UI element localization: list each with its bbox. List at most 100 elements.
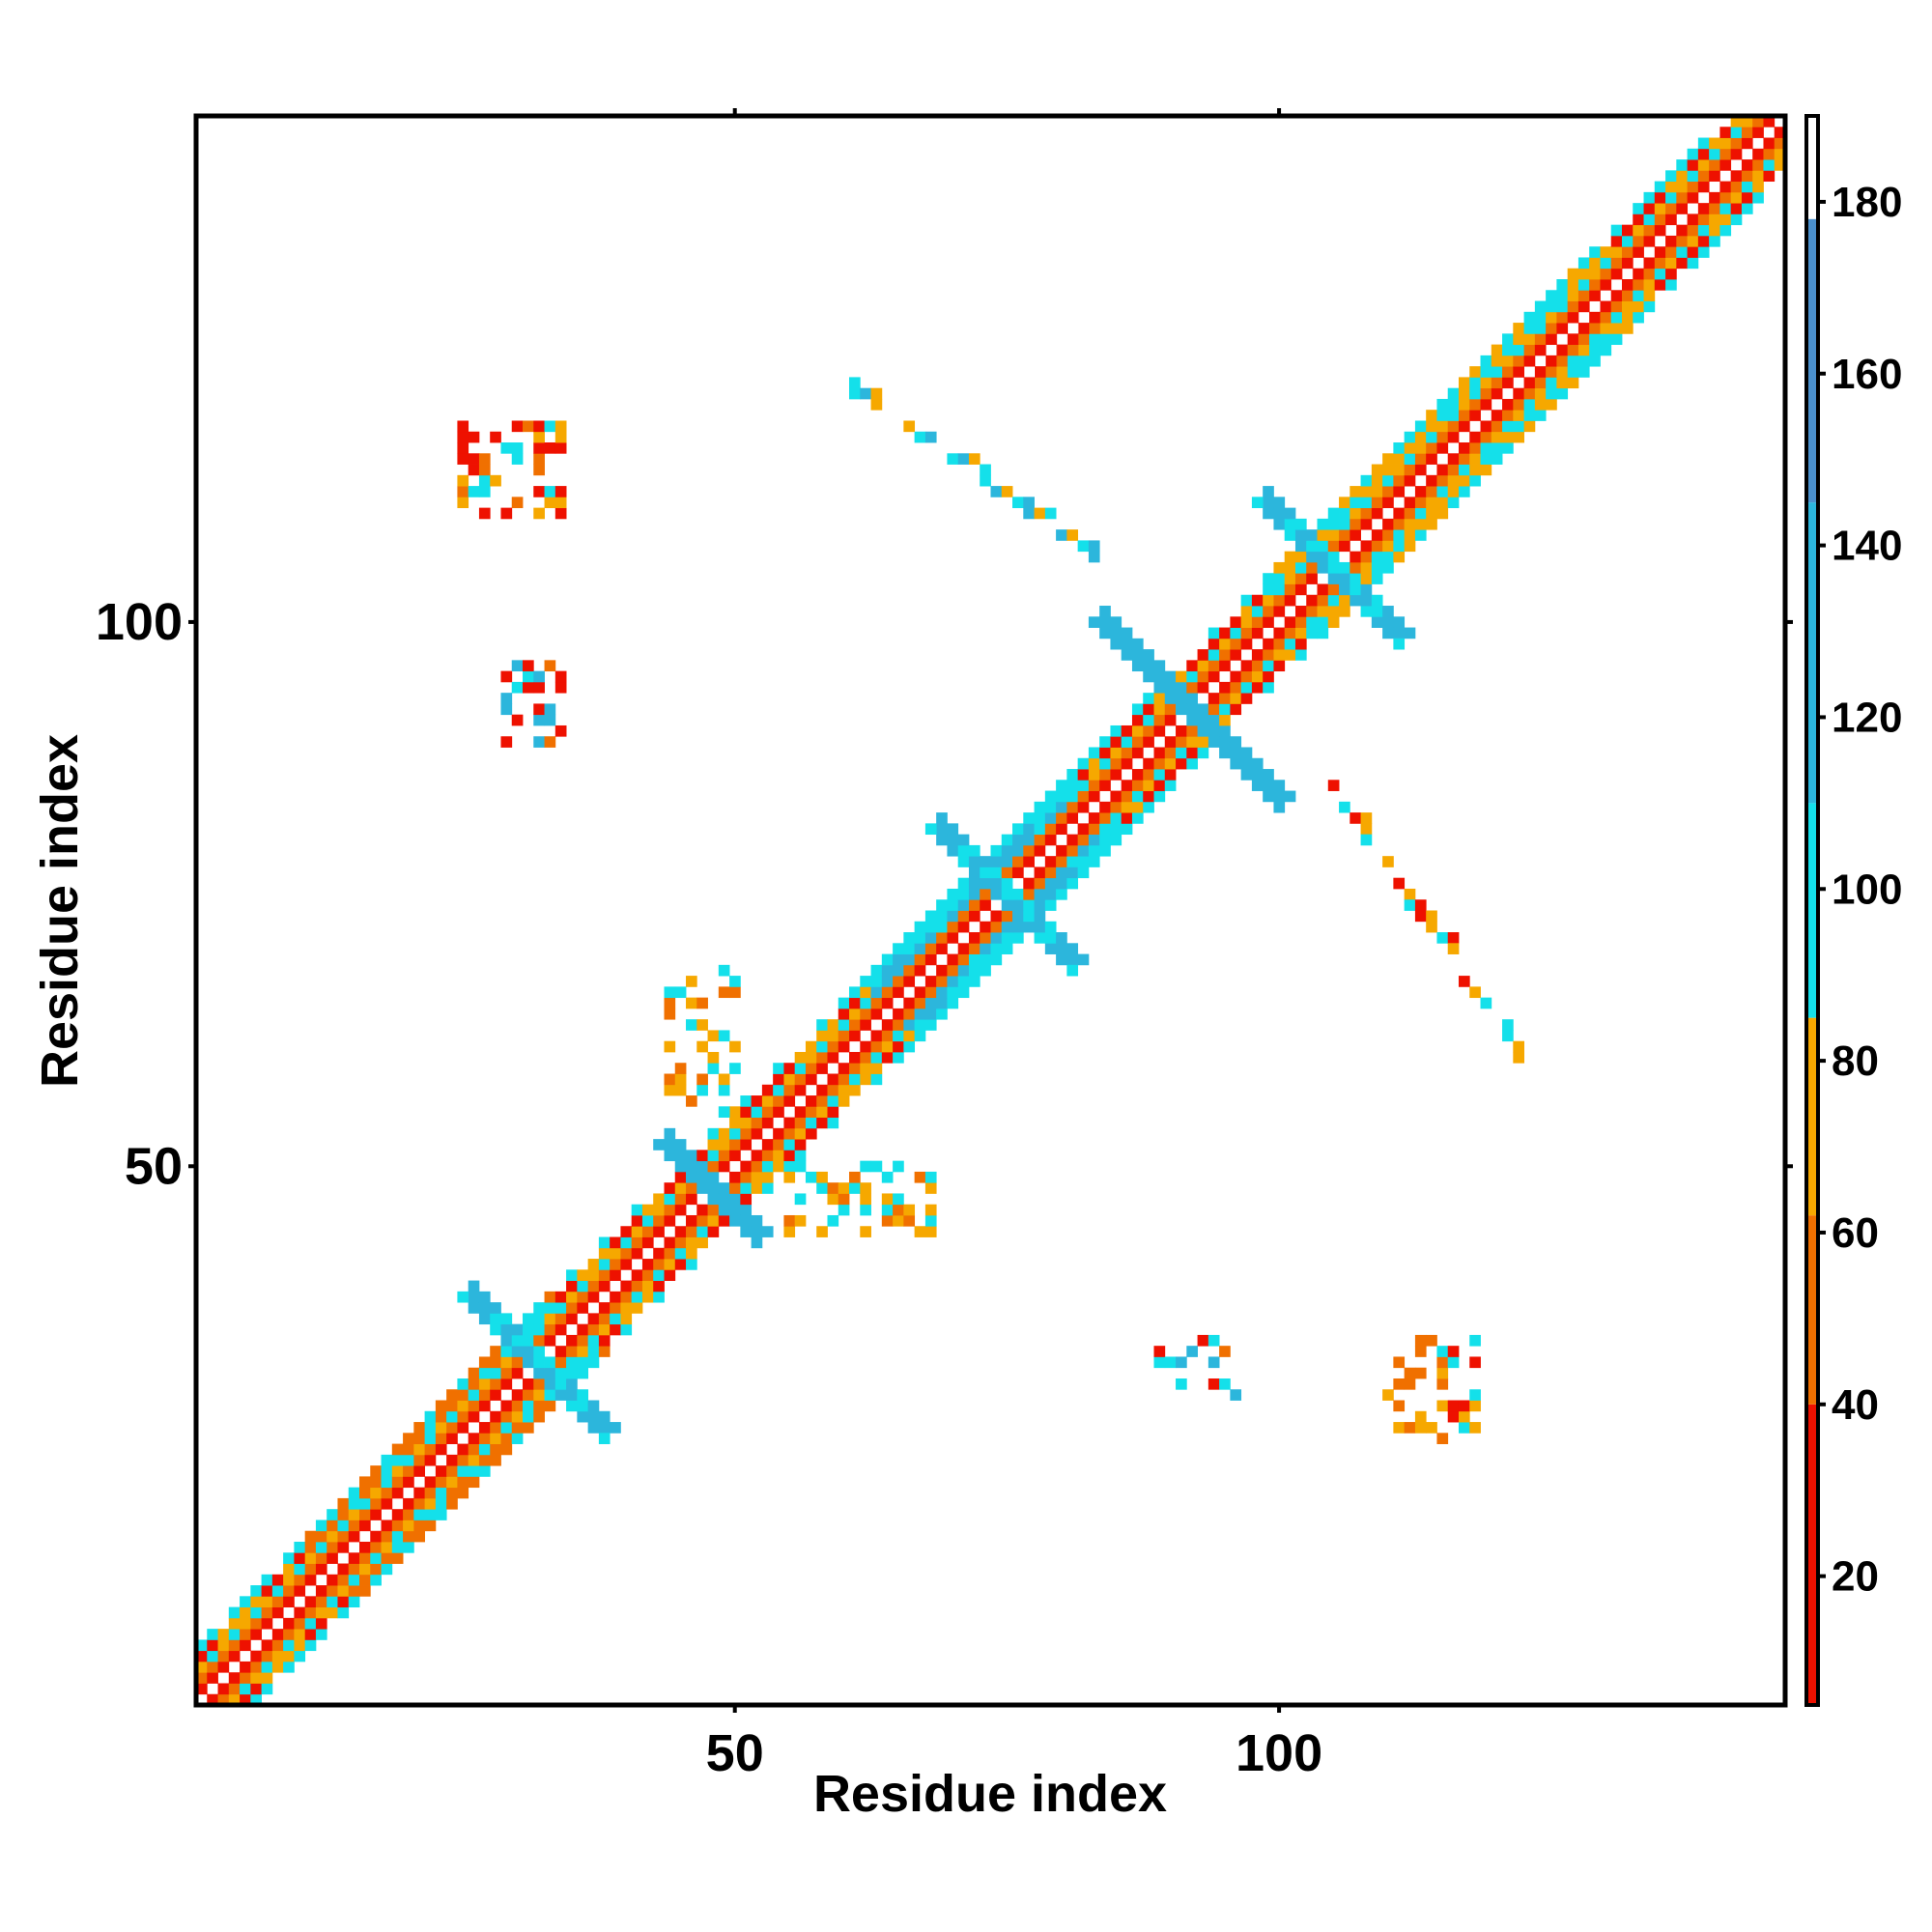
heatmap-cell: [1360, 497, 1373, 509]
heatmap-cell: [1577, 279, 1590, 291]
heatmap-cell: [1523, 333, 1536, 346]
heatmap-cell: [653, 1259, 665, 1270]
heatmap-cell: [533, 681, 545, 694]
heatmap-cell: [1077, 953, 1090, 966]
heatmap-cell: [1219, 736, 1231, 748]
heatmap-cell: [990, 910, 1003, 923]
heatmap-cell: [598, 1236, 611, 1249]
heatmap-cell: [500, 1400, 513, 1412]
heatmap-cell: [696, 1226, 708, 1237]
heatmap-cell: [870, 398, 883, 411]
heatmap-cell: [1240, 606, 1253, 617]
heatmap-cell: [1436, 420, 1449, 433]
heatmap-cell: [729, 1117, 741, 1129]
heatmap-cell: [805, 1040, 817, 1053]
heatmap-cell: [751, 1150, 763, 1162]
heatmap-cell: [1458, 420, 1470, 433]
heatmap-cell: [729, 1063, 741, 1074]
heatmap-cell: [554, 486, 567, 497]
heatmap-cell: [816, 1051, 828, 1064]
heatmap-cell: [903, 943, 916, 954]
heatmap-cell: [740, 1139, 753, 1151]
heatmap-cell: [1719, 148, 1732, 160]
heatmap-cell: [1600, 279, 1612, 291]
heatmap-cell: [1546, 300, 1557, 313]
heatmap-cell: [1077, 757, 1090, 770]
heatmap-cell: [304, 1530, 317, 1543]
heatmap-cell: [729, 976, 741, 987]
heatmap-cell: [1382, 474, 1394, 487]
heatmap-cell: [1665, 279, 1677, 291]
heatmap-cell: [870, 997, 883, 1009]
heatmap-cell: [1633, 290, 1644, 301]
heatmap-cell: [490, 1346, 501, 1357]
heatmap-cell: [554, 507, 567, 520]
heatmap-cell: [1077, 823, 1090, 836]
heatmap-cell: [696, 1204, 708, 1216]
heatmap-cell: [533, 442, 545, 454]
heatmap-cell: [1176, 681, 1187, 694]
heatmap-cell: [500, 1367, 513, 1379]
heatmap-cell: [1709, 170, 1720, 183]
heatmap-cell: [610, 1422, 621, 1434]
heatmap-cell: [641, 1226, 654, 1237]
heatmap-cell: [457, 1487, 469, 1499]
heatmap-cell: [936, 943, 948, 954]
heatmap-cell: [250, 1650, 263, 1662]
heatmap-cell: [1034, 507, 1046, 520]
heatmap-cell: [1414, 453, 1427, 465]
heatmap-cell: [1610, 257, 1623, 270]
heatmap-cell: [1066, 964, 1079, 977]
heatmap-cell: [348, 1497, 360, 1510]
heatmap-cell: [1393, 540, 1406, 553]
heatmap-cell: [598, 1269, 611, 1281]
heatmap-cell: [554, 724, 567, 737]
heatmap-cell: [1121, 823, 1133, 836]
heatmap-cell: [1197, 670, 1209, 683]
heatmap-cell: [1502, 431, 1514, 443]
heatmap-cell: [794, 1084, 807, 1096]
heatmap-cell: [1208, 638, 1220, 650]
heatmap-cell: [641, 1269, 654, 1281]
heatmap-cell: [1110, 790, 1122, 803]
heatmap-cell: [620, 1280, 633, 1293]
heatmap-cell: [1339, 801, 1350, 813]
heatmap-cell: [511, 1400, 524, 1412]
heatmap-cell: [1502, 355, 1514, 367]
heatmap-cell: [1056, 801, 1067, 813]
heatmap-cell: [327, 1574, 338, 1586]
heatmap-cell: [1491, 431, 1503, 443]
heatmap-cell: [490, 474, 501, 487]
heatmap-cell: [1273, 518, 1286, 530]
heatmap-cell: [1110, 757, 1122, 770]
heatmap-cell: [1263, 583, 1274, 596]
heatmap-cell: [1230, 1389, 1242, 1401]
heatmap-cell: [1447, 486, 1460, 497]
heatmap-cell: [914, 1008, 926, 1020]
heatmap-cell: [1371, 507, 1383, 520]
heatmap-cell: [1687, 181, 1699, 193]
heatmap-cell: [544, 1291, 556, 1303]
heatmap-cell: [707, 1226, 720, 1237]
heatmap-cell: [348, 1574, 360, 1586]
heatmap-cell: [1741, 170, 1753, 183]
heatmap-cell: [1251, 769, 1264, 781]
heatmap-cell: [729, 1139, 741, 1151]
heatmap-cell: [250, 1683, 263, 1695]
heatmap-cell: [610, 1259, 621, 1270]
heatmap-cell: [435, 1476, 447, 1489]
heatmap-cell: [1469, 453, 1481, 465]
heatmap-cell: [610, 1236, 621, 1249]
heatmap-cell: [1633, 203, 1644, 214]
heatmap-cell: [1284, 790, 1296, 803]
colorbar: [1804, 114, 1820, 1707]
heatmap-cell: [1153, 1356, 1166, 1369]
heatmap-cell: [893, 1051, 904, 1064]
heatmap-cell: [773, 1063, 784, 1074]
heatmap-cell: [1034, 801, 1046, 813]
heatmap-cell: [794, 1193, 807, 1206]
heatmap-cell: [620, 1247, 633, 1260]
heatmap-cell: [381, 1552, 393, 1564]
heatmap-cell: [1164, 736, 1177, 748]
heatmap-cell: [936, 1008, 948, 1020]
